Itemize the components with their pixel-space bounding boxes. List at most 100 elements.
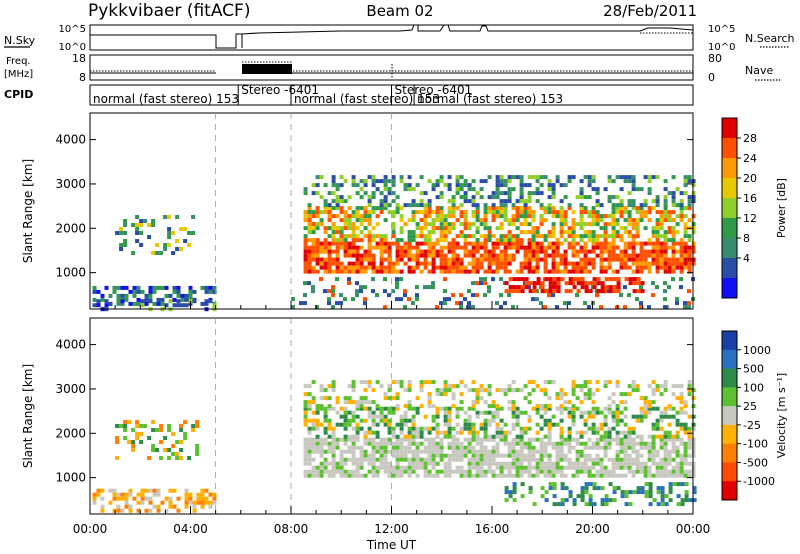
heatmap-cell bbox=[511, 400, 516, 405]
heatmap-cell bbox=[355, 404, 360, 409]
heatmap-cell bbox=[591, 422, 596, 427]
heatmap-cell bbox=[607, 265, 612, 270]
heatmap-cell bbox=[551, 234, 556, 239]
heatmap-cell bbox=[559, 449, 564, 454]
heatmap-cell bbox=[675, 449, 680, 454]
heatmap-cell bbox=[595, 461, 600, 466]
heatmap-cell bbox=[371, 473, 376, 478]
heatmap-cell bbox=[152, 285, 157, 290]
heatmap-cell bbox=[527, 265, 532, 270]
heatmap-cell bbox=[551, 461, 556, 466]
heatmap-cell bbox=[627, 437, 632, 442]
heatmap-cell bbox=[307, 261, 312, 266]
y-tick-label: 3000 bbox=[55, 177, 86, 191]
heatmap-cell bbox=[455, 234, 460, 239]
heatmap-cell bbox=[319, 265, 324, 270]
freq-tick-bottom: 8 bbox=[79, 71, 86, 84]
heatmap-cell bbox=[439, 222, 444, 227]
heatmap-cell bbox=[399, 422, 404, 427]
heatmap-cell bbox=[611, 218, 616, 223]
heatmap-cell bbox=[180, 293, 185, 298]
heatmap-cell bbox=[451, 404, 456, 409]
heatmap-cell bbox=[604, 498, 609, 503]
heatmap-cell bbox=[319, 277, 323, 282]
heatmap-cell bbox=[539, 388, 544, 393]
heatmap-cell bbox=[543, 410, 548, 415]
heatmap-cell bbox=[552, 486, 557, 491]
heatmap-cell bbox=[467, 426, 472, 431]
heatmap-cell bbox=[544, 277, 549, 282]
heatmap-cell bbox=[351, 269, 356, 274]
heatmap-cell bbox=[383, 241, 388, 246]
heatmap-cell bbox=[483, 249, 488, 254]
heatmap-cell bbox=[311, 380, 316, 385]
heatmap-cell bbox=[156, 504, 161, 509]
heatmap-cell bbox=[523, 457, 528, 462]
heatmap-cell bbox=[387, 257, 392, 262]
heatmap-cell bbox=[435, 183, 440, 188]
heatmap-cell bbox=[543, 453, 548, 458]
heatmap-cell bbox=[447, 222, 452, 227]
heatmap-cell bbox=[411, 461, 416, 466]
heatmap-cell bbox=[567, 406, 572, 411]
noise-panel: N.Sky 10^5 10^0 10^5 10^0 N.Search bbox=[4, 24, 795, 53]
heatmap-cell bbox=[455, 445, 460, 450]
heatmap-cell bbox=[307, 461, 312, 466]
heatmap-cell bbox=[123, 223, 128, 227]
heatmap-cell bbox=[511, 457, 516, 462]
heatmap-cell bbox=[383, 305, 387, 310]
heatmap-cell bbox=[551, 253, 556, 258]
heatmap-cell bbox=[311, 441, 316, 446]
heatmap-cell bbox=[423, 226, 428, 231]
heatmap-cell bbox=[515, 199, 520, 204]
heatmap-cell bbox=[667, 285, 671, 290]
heatmap-cell bbox=[499, 265, 504, 270]
heatmap-cell bbox=[551, 257, 556, 262]
heatmap-cell bbox=[527, 453, 532, 458]
heatmap-cell bbox=[575, 269, 580, 274]
heatmap-cell bbox=[579, 469, 584, 474]
heatmap-cell bbox=[343, 406, 348, 411]
heatmap-cell bbox=[347, 222, 352, 227]
heatmap-cell bbox=[487, 206, 492, 211]
heatmap-cell bbox=[387, 426, 392, 431]
heatmap-cell bbox=[119, 424, 124, 428]
heatmap-cell bbox=[164, 293, 169, 298]
heatmap-cell bbox=[611, 437, 616, 442]
heatmap-cell bbox=[319, 210, 324, 215]
heatmap-cell bbox=[355, 434, 360, 439]
heatmap-cell bbox=[563, 265, 568, 270]
heatmap-cell bbox=[631, 179, 636, 184]
heatmap-cell bbox=[495, 206, 500, 211]
heatmap-cell bbox=[584, 285, 589, 290]
heatmap-cell bbox=[139, 432, 144, 436]
heatmap-cell bbox=[595, 210, 600, 215]
heatmap-cell bbox=[339, 269, 344, 274]
heatmap-cell bbox=[359, 445, 364, 450]
heatmap-cell bbox=[359, 426, 364, 431]
heatmap-cell bbox=[176, 289, 181, 294]
heatmap-cell bbox=[415, 457, 420, 462]
heatmap-cell bbox=[676, 502, 681, 507]
heatmap-cell bbox=[663, 214, 668, 219]
heatmap-cell bbox=[423, 222, 428, 227]
heatmap-cell bbox=[439, 249, 444, 254]
heatmap-cell bbox=[511, 414, 516, 419]
heatmap-cell bbox=[539, 175, 544, 180]
heatmap-cell bbox=[359, 257, 364, 262]
heatmap-cell bbox=[124, 496, 129, 501]
heatmap-cell bbox=[527, 465, 532, 470]
heatmap-cell bbox=[375, 441, 380, 446]
heatmap-cell bbox=[515, 406, 520, 411]
heatmap-cell bbox=[599, 473, 604, 478]
heatmap-cell bbox=[455, 175, 460, 180]
heatmap-cell bbox=[303, 384, 308, 389]
heatmap-cell bbox=[627, 384, 632, 389]
heatmap-cell bbox=[495, 461, 500, 466]
heatmap-cell bbox=[351, 214, 356, 219]
heatmap-cell bbox=[659, 261, 664, 266]
heatmap-cell bbox=[395, 457, 400, 462]
heatmap-cell bbox=[303, 449, 308, 454]
heatmap-cell bbox=[419, 261, 424, 266]
heatmap-cell bbox=[331, 457, 336, 462]
